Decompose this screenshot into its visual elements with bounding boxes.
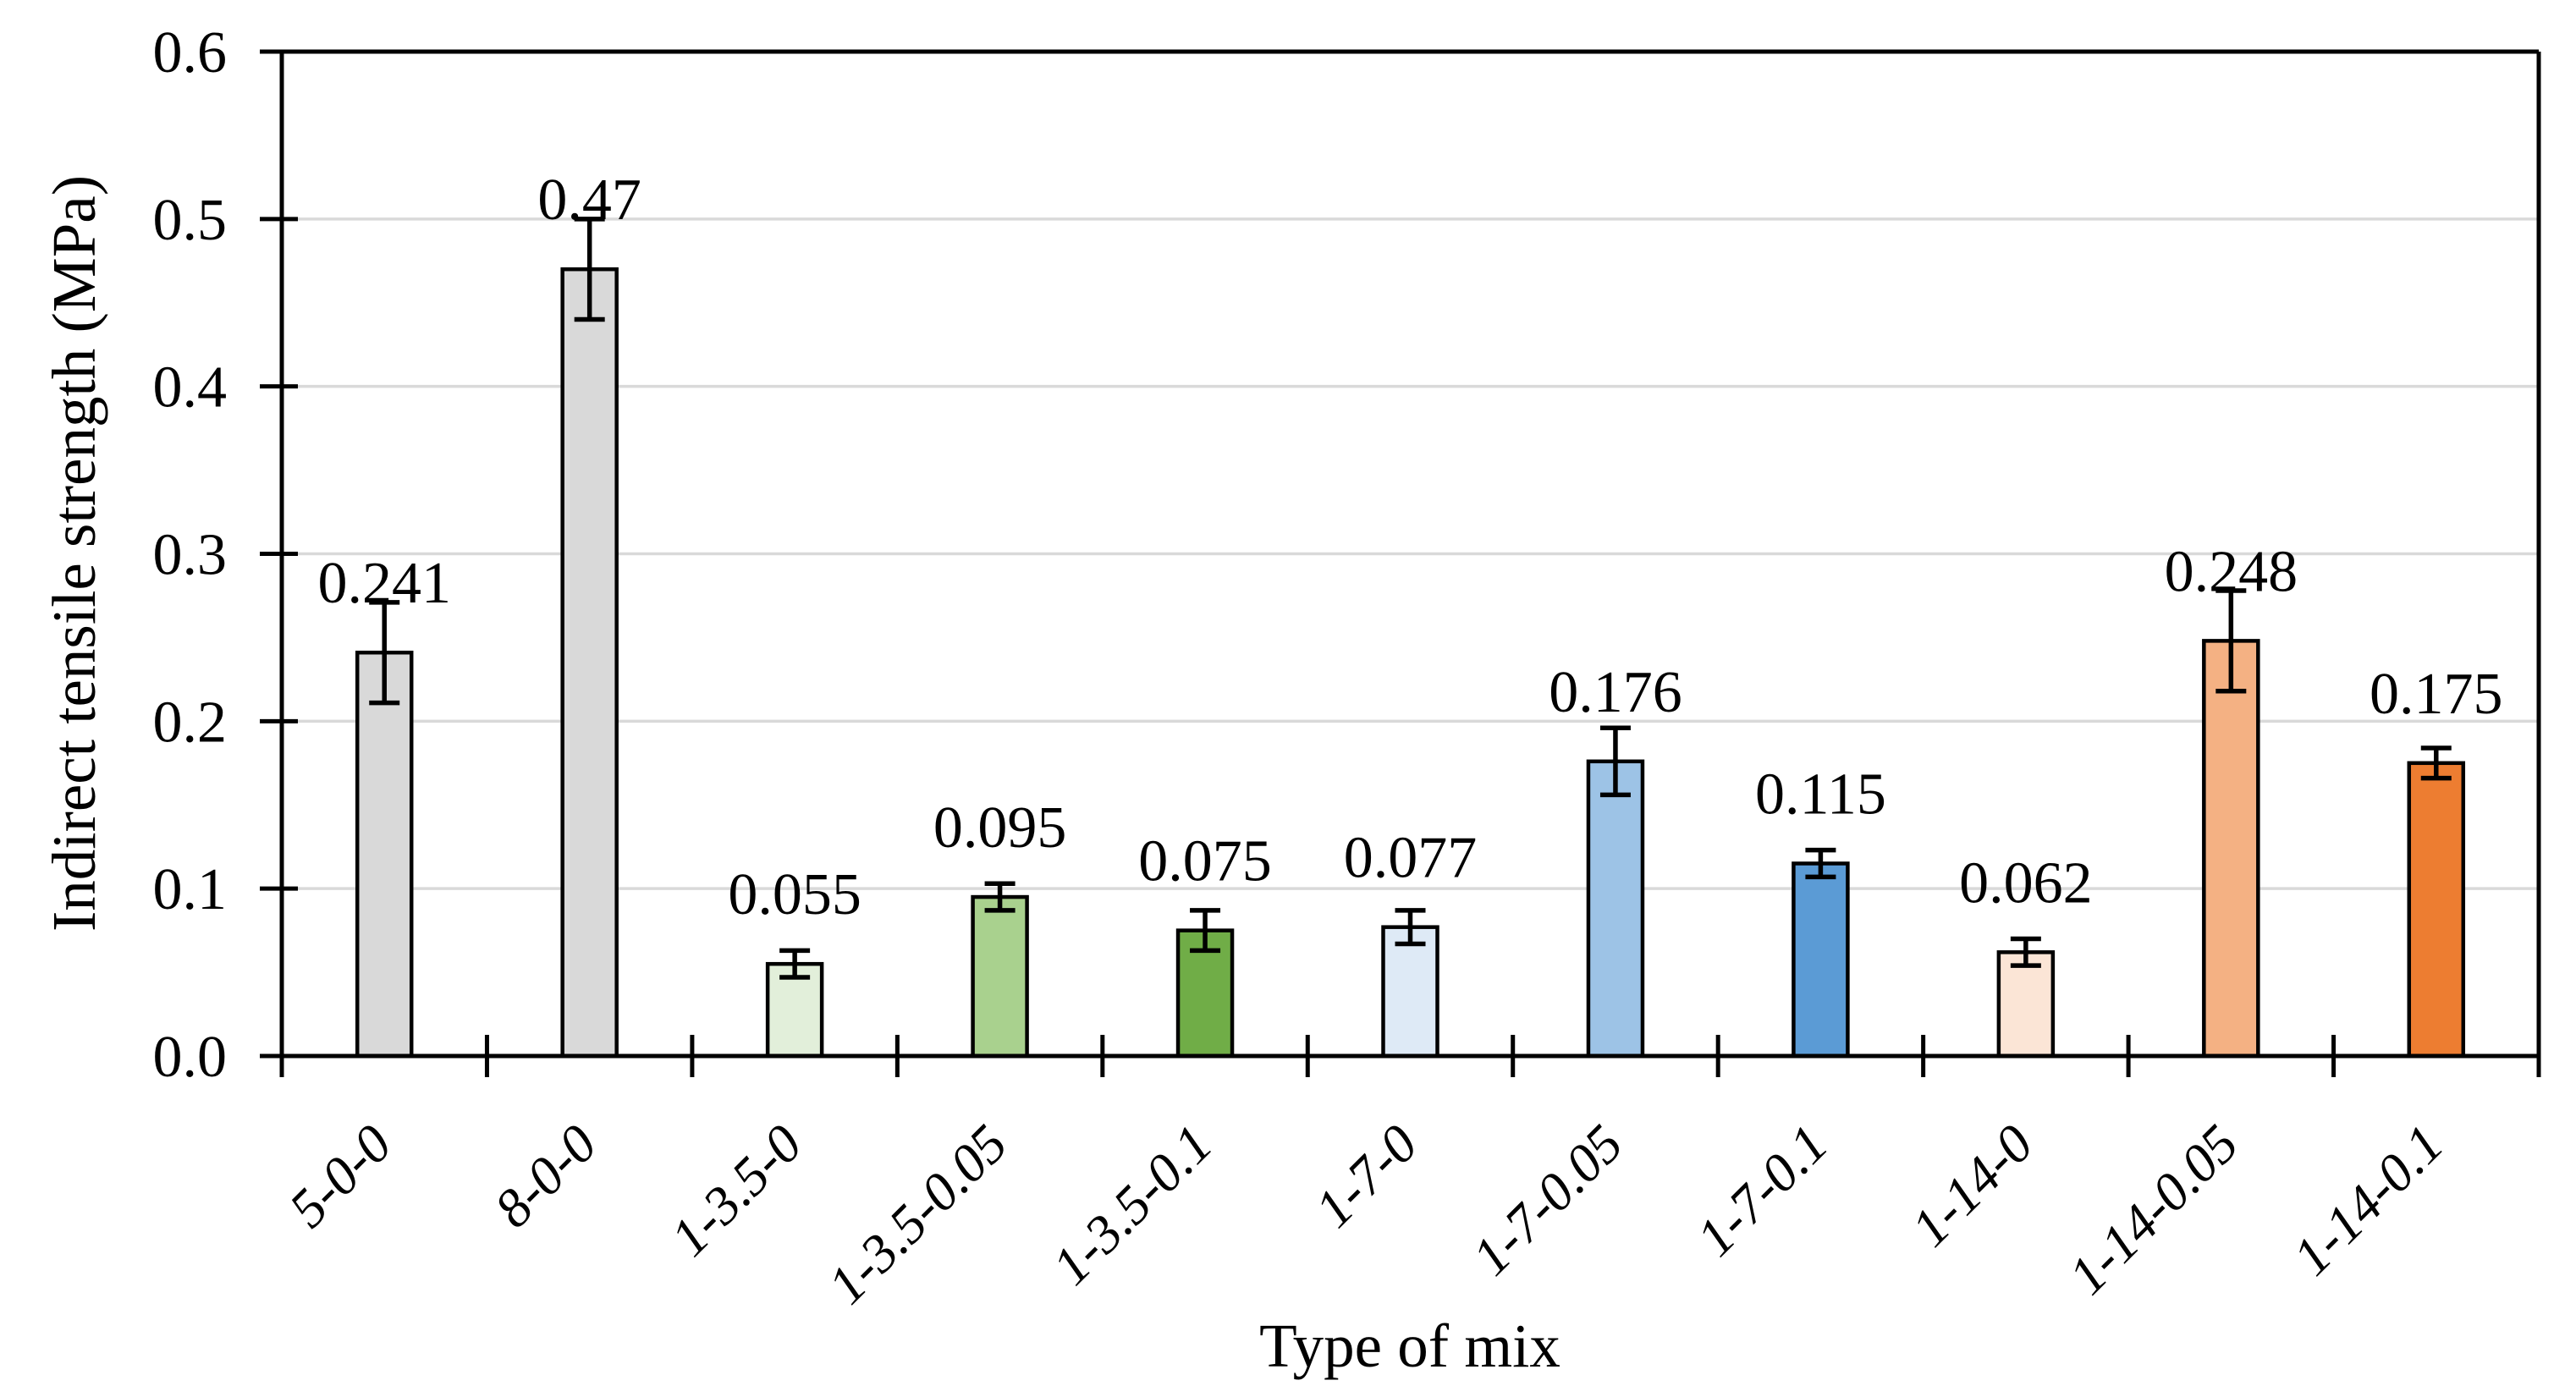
data-labels: 0.241 0.47 0.055 0.095 0.075 0.077 0.176 0.115 0… [317,168,2502,927]
y-axis-title: Indirect tensile strength (MPa) [40,175,108,932]
y-tick-label: 0.0 [153,1025,228,1090]
bar-value-label: 0.176 [1549,660,1682,725]
bar-value-label: 0.115 [1755,762,1886,827]
bar-value-label: 0.47 [537,168,641,233]
bar-value-label: 0.175 [2370,662,2503,727]
bar [1996,950,2056,1059]
bar [1586,759,1645,1059]
y-tick-label: 0.6 [153,20,228,85]
x-category-label: 1-7-0.1 [1685,1114,1839,1268]
y-tick-label: 0.5 [153,188,228,253]
bar-value-label: 0.248 [2165,539,2298,604]
x-category-label: 1-3.5-0.1 [1041,1114,1224,1296]
bar-value-label: 0.241 [317,551,451,616]
y-tick-label: 0.2 [153,690,228,755]
gridlines [282,217,2539,890]
bar [971,894,1029,1059]
bar-value-label: 0.095 [933,795,1067,861]
bar [2202,639,2260,1059]
x-category-label: 1-3.5-0.05 [817,1114,1019,1316]
x-category-label: 1-7-0.05 [1461,1114,1634,1287]
bar [1792,861,1850,1059]
x-category-label: 1-7-0 [1303,1114,1428,1239]
y-tick-label: 0.3 [153,523,228,588]
x-category-label: 1-14-0.05 [2057,1114,2249,1306]
bar [355,650,414,1059]
bar [560,267,619,1059]
y-tick-labels: 0.0 0.1 0.2 0.3 0.4 0.5 0.6 [153,20,228,1090]
bar-value-label: 0.075 [1138,829,1272,894]
bar-value-label: 0.077 [1344,826,1478,891]
error-bars [369,217,2452,980]
bar [2407,761,2466,1059]
x-category-labels: 5-0-0 8-0-0 1-3.5-0 1-3.5-0.05 1-3.5-0.1 1-7-… [278,1114,2455,1316]
bar [1381,925,1439,1059]
bar-value-label: 0.062 [1959,850,2093,916]
bar-value-label: 0.055 [728,862,861,927]
x-category-label: 1-3.5-0 [659,1114,813,1268]
x-category-label: 1-14-0.1 [2282,1114,2455,1287]
y-tick-label: 0.1 [153,857,228,922]
x-category-label: 5-0-0 [278,1114,403,1239]
x-category-label: 1-14-0 [1900,1114,2045,1258]
axes [260,49,2541,1077]
x-axis-title: Type of mix [1259,1312,1560,1380]
bars [355,267,2466,1059]
x-category-label: 8-0-0 [482,1114,608,1239]
y-tick-label: 0.4 [153,355,228,421]
